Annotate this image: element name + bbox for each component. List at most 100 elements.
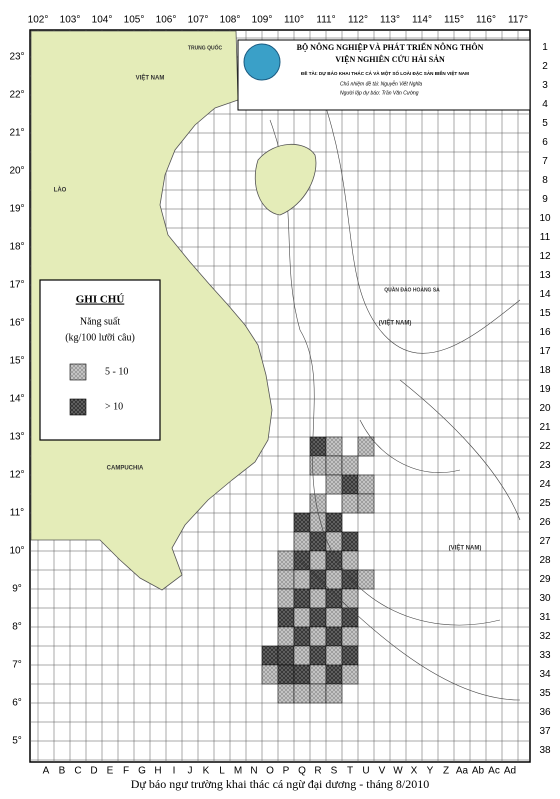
latitude-label: 16° [9, 318, 24, 329]
row-label: 1 [542, 42, 548, 53]
latitude-label: 17° [9, 280, 24, 291]
latitude-label: 11° [10, 508, 24, 519]
latitude-label: 21° [9, 128, 24, 139]
forecast-cell [293, 512, 311, 533]
forecast-cell [293, 550, 311, 571]
row-label: 15 [539, 308, 551, 319]
contours [269, 89, 521, 701]
row-label: 24 [539, 479, 551, 490]
place-label: LÀO [54, 187, 67, 194]
row-label: 31 [539, 612, 551, 623]
place-label: QUẦN ĐẢO HOÀNG SA [384, 286, 440, 293]
row-label: 17 [539, 346, 551, 357]
forecast-cell [277, 588, 295, 609]
latitude-label: 5° [12, 736, 22, 747]
forecast-cell [309, 512, 327, 533]
forecast-cell [309, 607, 327, 628]
row-label: 27 [539, 536, 551, 547]
column-label: Y [427, 766, 434, 777]
forecast-cell [293, 683, 311, 704]
legend-unit: (kg/100 lưỡi câu) [65, 332, 135, 343]
legend: GHI CHÚ Năng suất (kg/100 lưỡi câu) 5 - … [39, 279, 161, 441]
longitude-label: 111° [316, 15, 335, 26]
latitude-label: 9° [12, 584, 22, 595]
longitude-label: 103° [60, 15, 81, 26]
latitude-label: 19° [9, 204, 24, 215]
forecast-cell [325, 436, 343, 457]
row-label: 2 [542, 61, 548, 72]
forecast-cell [341, 569, 359, 590]
forecast-cell [341, 493, 359, 514]
row-label: 34 [539, 669, 551, 680]
column-label: J [188, 766, 193, 777]
forecast-cell [325, 512, 343, 533]
longitude-label: 114° [412, 15, 432, 26]
forecast-cell [293, 664, 311, 685]
place-label: (VIỆT NAM) [449, 544, 482, 552]
forecast-cell [277, 607, 295, 628]
column-label: X [411, 766, 418, 777]
row-label: 21 [539, 422, 551, 433]
header-line: VIỆN NGHIÊN CỨU HẢI SẢN [335, 54, 445, 64]
latitude-label: 12° [9, 470, 24, 481]
latitude-label: 14° [9, 394, 24, 405]
forecast-cell [309, 569, 327, 590]
row-label: 4 [542, 99, 548, 110]
latitude-label: 6° [12, 698, 22, 709]
forecast-cell [341, 626, 359, 647]
column-label: W [393, 766, 403, 777]
latitude-label: 10° [9, 546, 24, 557]
column-label: K [203, 766, 210, 777]
forecast-cell [293, 569, 311, 590]
row-label: 29 [539, 574, 551, 585]
column-label: B [59, 766, 66, 777]
row-label: 36 [539, 707, 551, 718]
latitude-label: 20° [9, 166, 24, 177]
longitude-label: 108° [220, 15, 241, 26]
row-label: 28 [539, 555, 551, 566]
forecast-cell [309, 493, 327, 514]
place-label: (VIỆT NAM) [379, 319, 412, 327]
column-label: V [379, 766, 386, 777]
column-label: G [138, 766, 146, 777]
column-label: L [219, 766, 225, 777]
latitude-label: 8° [12, 622, 22, 633]
row-label: 37 [539, 726, 551, 737]
column-label: N [250, 766, 257, 777]
forecast-cell [341, 645, 359, 666]
latitude-label: 23° [9, 52, 24, 63]
forecast-cell [357, 474, 375, 495]
column-label: Aa [456, 766, 469, 777]
forecast-cell [309, 531, 327, 552]
forecast-cell [325, 531, 343, 552]
forecast-cell [357, 493, 375, 514]
forecast-cell [325, 474, 343, 495]
forecast-cell [357, 436, 375, 457]
caption: Dự báo ngư trường khai thác cá ngừ đại d… [131, 777, 429, 791]
row-label: 6 [542, 137, 548, 148]
forecast-cell [341, 550, 359, 571]
column-label: Ac [488, 766, 500, 777]
row-label: 10 [539, 213, 551, 224]
forecast-cell [277, 626, 295, 647]
row-label: 23 [539, 460, 551, 471]
forecast-cell [325, 607, 343, 628]
row-label: 33 [539, 650, 551, 661]
latitude-label: 7° [12, 660, 22, 671]
longitude-label: 110° [284, 15, 304, 26]
forecast-cell [341, 455, 359, 476]
column-label: P [283, 766, 290, 777]
row-label: 26 [539, 517, 551, 528]
longitude-label: 102° [28, 15, 49, 26]
forecast-cells [261, 436, 375, 704]
column-label: Z [443, 766, 449, 777]
latitude-label: 15° [9, 356, 24, 367]
forecast-cell [293, 531, 311, 552]
column-label: A [43, 766, 50, 777]
forecast-cell [325, 550, 343, 571]
row-label: 20 [539, 403, 551, 414]
row-label: 11 [540, 232, 551, 243]
forecast-cell [277, 664, 295, 685]
row-label: 30 [539, 593, 551, 604]
